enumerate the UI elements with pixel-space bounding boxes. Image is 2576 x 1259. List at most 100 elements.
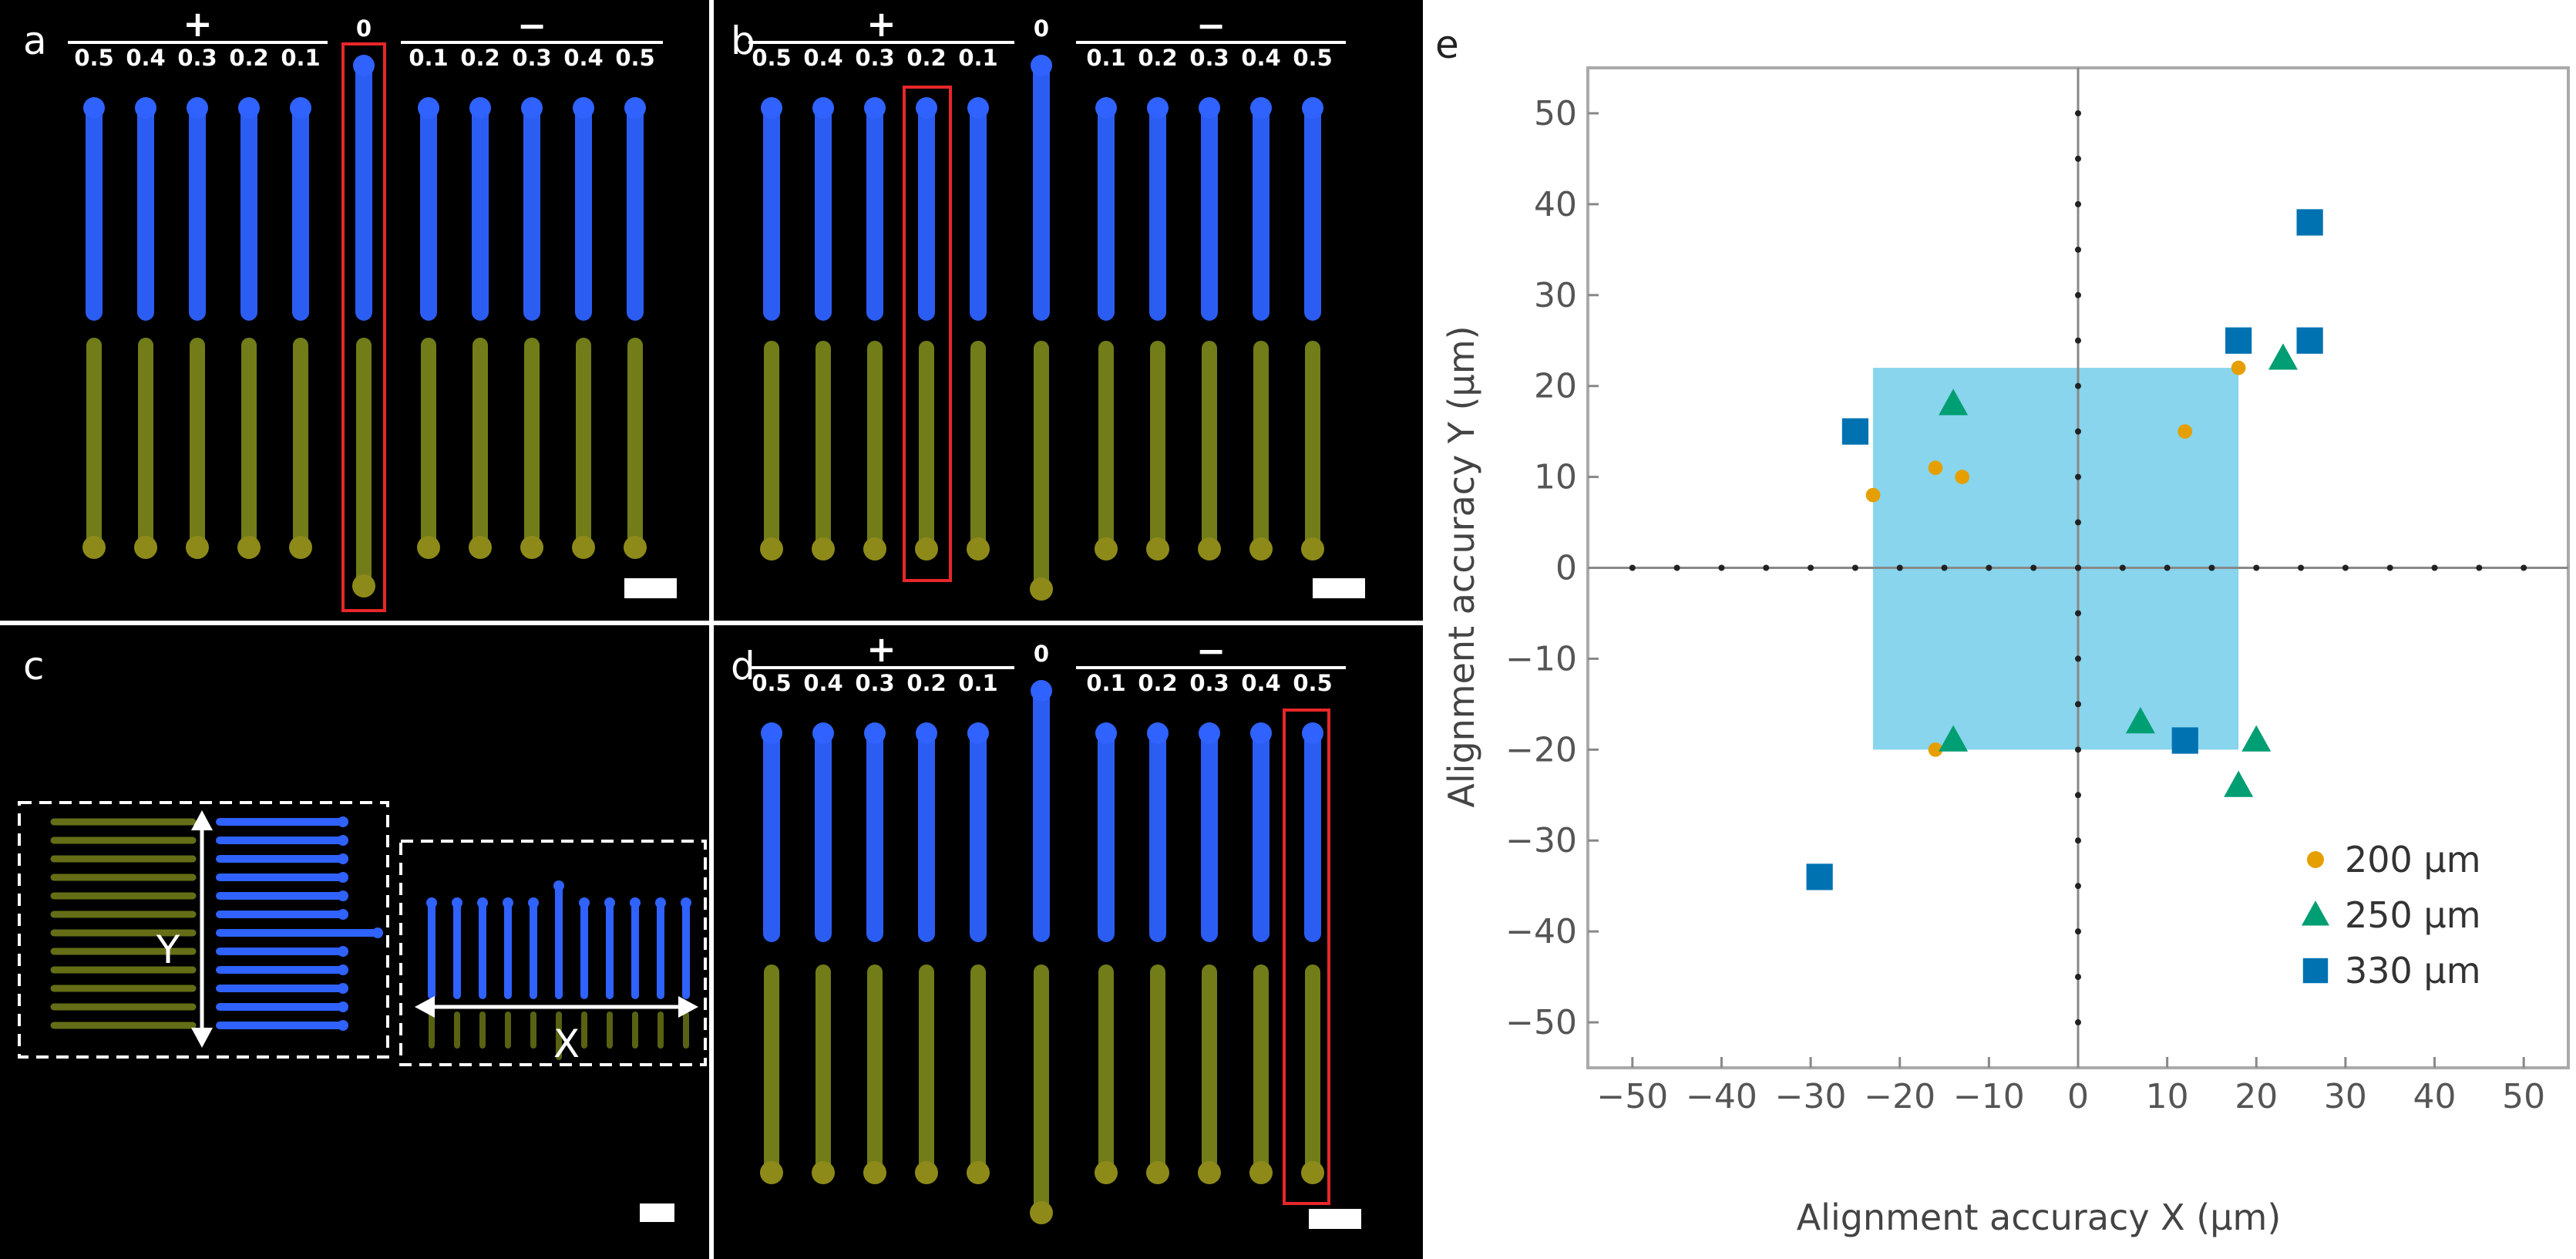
yellow-fiber-tip (915, 1161, 938, 1184)
x-arrow-head-left (415, 996, 435, 1018)
offset-label: 0.1 (958, 670, 997, 696)
offset-label: 0.1 (958, 45, 997, 71)
x-tick-label: 40 (2413, 1077, 2457, 1116)
offset-label: 0.2 (906, 670, 946, 696)
legend-label: 330 µm (2345, 950, 2481, 991)
yellow-fiber-tip (417, 536, 440, 559)
offset-label: 0.4 (1241, 45, 1280, 71)
blue-fiber-tip (1199, 97, 1220, 119)
blue-fiber-tip (338, 964, 348, 975)
blue-fiber-tip (916, 97, 937, 119)
blue-fiber-tip (1031, 680, 1052, 702)
blue-fiber-tip (238, 97, 260, 119)
data-point (2125, 706, 2155, 734)
yellow-fiber-tip (1030, 577, 1053, 601)
zero-label: 0 (356, 15, 372, 42)
offset-label: 0.2 (906, 45, 946, 71)
scale-bar (1313, 578, 1365, 598)
blue-fiber-tip (604, 897, 615, 908)
data-point (1928, 742, 1943, 757)
blue-fiber-tip (338, 1020, 348, 1031)
data-point (1865, 487, 1881, 503)
offset-label: 0.1 (1086, 45, 1125, 71)
x-minor-tick (1763, 564, 1770, 571)
yellow-fiber-tip (520, 536, 543, 559)
x-axis-marker: X (553, 1022, 580, 1066)
blue-fiber-tip (761, 97, 782, 119)
data-point (1806, 863, 1833, 890)
yellow-fiber-tip (1146, 1161, 1169, 1184)
blue-fiber-tip (418, 97, 439, 119)
y-tick-label: −50 (1505, 1003, 1577, 1042)
legend-marker (2302, 958, 2329, 984)
y-tick-label: 10 (1534, 458, 1577, 497)
offset-label: 0.3 (1189, 670, 1229, 696)
offset-label: 0.3 (512, 45, 551, 71)
panel-c-image: c Y X (18, 644, 707, 1222)
offset-label: 0.3 (855, 45, 894, 71)
panel-label: e (1435, 22, 1459, 67)
y-tick-label: −30 (1505, 821, 1577, 860)
blue-fiber-tip (290, 97, 311, 119)
blue-fiber-tip (812, 722, 834, 744)
data-point (1928, 460, 1943, 476)
y-tick-label: −40 (1505, 912, 1577, 951)
blue-fiber-tip (864, 97, 886, 119)
y-arrow-head-up (191, 810, 213, 830)
yellow-fiber-tip (915, 537, 938, 560)
blue-fiber-tip (477, 897, 488, 908)
panel-c: c Y X (0, 625, 709, 1259)
yellow-fiber-tip (967, 1161, 990, 1184)
data-point (2241, 725, 2272, 752)
blue-fiber-tip (655, 897, 666, 908)
offset-label: 0.3 (1189, 45, 1229, 71)
y-minor-tick (2075, 655, 2081, 662)
zero-label: 0 (1034, 15, 1049, 42)
y-minor-tick (2075, 792, 2081, 799)
yellow-fiber-tip (289, 536, 312, 559)
data-point (2296, 209, 2323, 236)
data-point (1939, 389, 1969, 416)
blue-fiber-tip (1147, 722, 1169, 744)
blue-fiber-tip (1031, 55, 1052, 76)
blue-fiber-tip (338, 835, 348, 846)
x-minor-tick (2431, 564, 2438, 571)
yellow-fiber-tip (812, 1161, 835, 1184)
yellow-fiber-tip (812, 537, 835, 560)
x-minor-tick (1851, 564, 1858, 571)
y-minor-tick (2075, 701, 2081, 708)
yellow-fiber-tip (82, 536, 106, 559)
blue-fiber-tip (528, 897, 539, 908)
blue-fiber-tip (1302, 97, 1323, 119)
plus-sign-label: + (866, 3, 896, 45)
yellow-fiber-tip (1198, 537, 1221, 560)
data-point (2225, 327, 2252, 354)
legend-marker (2307, 851, 2324, 868)
blue-fiber-tip (452, 897, 462, 908)
yellow-fiber-tip (134, 536, 157, 559)
offset-label: 0.2 (460, 45, 499, 71)
x-minor-tick (1941, 564, 1948, 571)
y-minor-tick (2075, 382, 2081, 389)
x-tick-label: −20 (1864, 1077, 1935, 1116)
offset-label: 0.2 (1138, 45, 1177, 71)
blue-fiber-tip (338, 853, 348, 864)
blue-fiber-tip (1095, 722, 1117, 744)
data-point (1955, 470, 1970, 484)
yellow-fiber-tip (572, 536, 595, 559)
panel-label: a (23, 19, 47, 63)
y-minor-tick (2075, 519, 2081, 526)
scale-bar (1309, 1209, 1361, 1229)
blue-fiber-tip (681, 897, 691, 908)
x-tick-label: 10 (2146, 1077, 2189, 1116)
y-arrow-head-down (191, 1028, 213, 1048)
data-point (2231, 360, 2246, 375)
y-minor-tick (2075, 109, 2081, 116)
yellow-fiber-tip (1198, 1161, 1221, 1184)
minus-sign-label: − (517, 5, 547, 46)
y-minor-tick (2075, 1019, 2081, 1026)
panel-d: d + −0 0.5 0.1 0.4 0.2 0.3 0.3 0.2 0.4 0.1 0.5 (714, 625, 1423, 1259)
offset-label: 0.4 (803, 670, 842, 696)
yellow-fiber-tip (1301, 537, 1324, 560)
y-minor-tick (2075, 246, 2081, 253)
